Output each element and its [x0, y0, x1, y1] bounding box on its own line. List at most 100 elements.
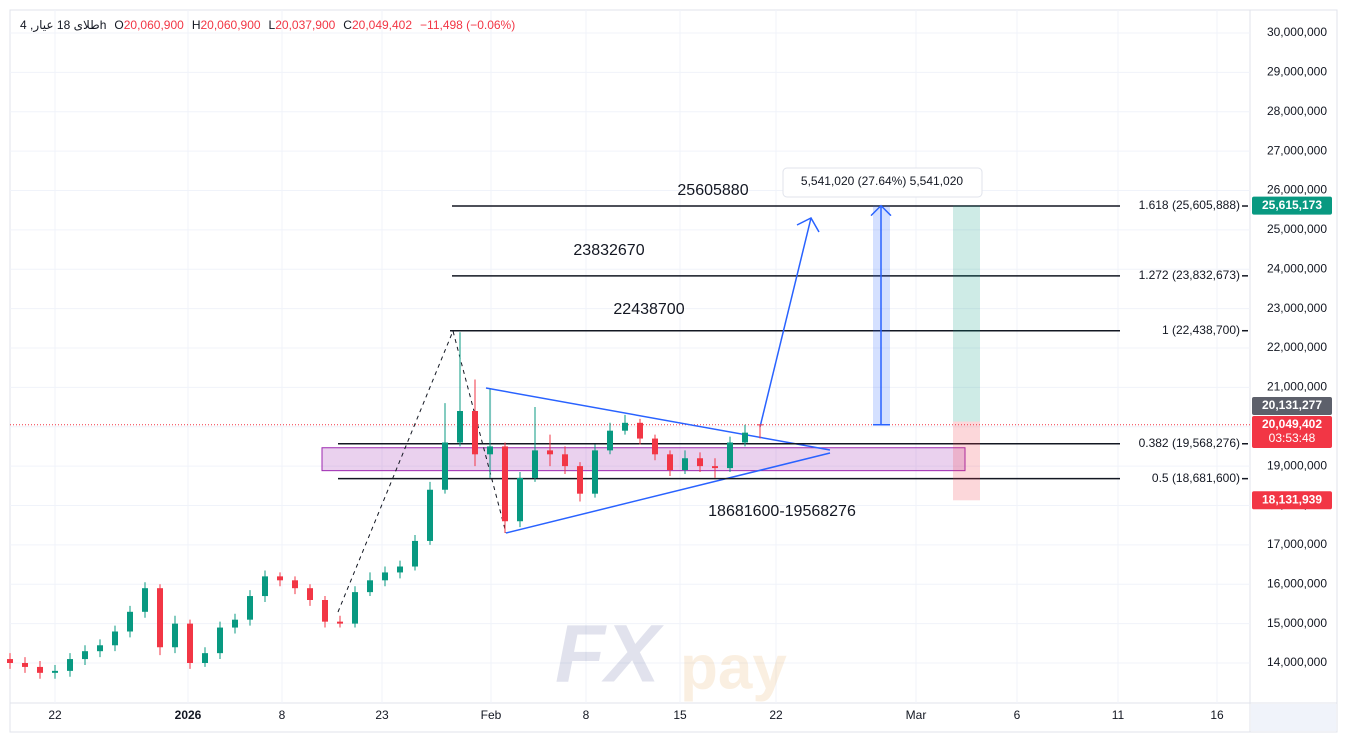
measure-label: 5,541,020 (27.64%) 5,541,020: [801, 174, 963, 188]
candle-body: [562, 454, 568, 467]
candle-body: [307, 588, 313, 600]
candle-body: [187, 623, 193, 663]
price-tag-label: 20,131,277: [1262, 398, 1322, 412]
annotation: 22438700: [613, 301, 684, 318]
watermark-pay: pay: [680, 633, 787, 702]
y-tick-label: 14,000,000: [1267, 655, 1327, 669]
axis-corner: [1251, 704, 1336, 731]
candle-body: [577, 466, 583, 494]
candle-body: [457, 410, 463, 443]
candle-body: [202, 653, 208, 663]
candle-body: [382, 572, 388, 581]
symbol: طلای 18 عیار, 4h: [20, 18, 106, 33]
candle-body: [367, 580, 373, 593]
annotation: 25605880: [677, 182, 748, 199]
ohlc-key: O: [114, 18, 123, 32]
x-tick-label: 15: [673, 708, 687, 722]
candle-body: [112, 631, 118, 646]
price-tag: [1252, 397, 1332, 415]
price-tag: [1252, 491, 1332, 510]
candle-body: [742, 432, 748, 443]
candle-body: [67, 659, 73, 671]
triangle-bottom: [505, 452, 831, 534]
candle-body: [52, 670, 58, 673]
header: طلای 18 عیار, 4h O 20,060,900 H 20,060,900 L 2…: [20, 18, 515, 33]
ohlc-key: C: [343, 18, 352, 32]
ohlc-value: 20,037,900: [275, 18, 335, 32]
candle-body: [397, 566, 403, 573]
fib-label: 0.382 (19,568,276): [1139, 436, 1240, 450]
candle-body: [412, 540, 418, 567]
candle-body: [427, 489, 433, 541]
price-tag: [1252, 196, 1332, 215]
candle-body: [247, 596, 253, 620]
frame: [9, 9, 1338, 733]
candle-body: [472, 410, 478, 455]
measure-box: [782, 167, 983, 198]
y-tick-label: 25,000,000: [1267, 222, 1327, 236]
candle-body: [22, 662, 28, 667]
y-tick-label: 22,000,000: [1267, 340, 1327, 354]
candle-body: [487, 446, 493, 455]
triangle-top: [485, 387, 831, 451]
y-tick-label: 23,000,000: [1267, 301, 1327, 315]
y-tick-label: 30,000,000: [1267, 25, 1327, 39]
x-tick-label: 11: [1112, 708, 1125, 722]
y-tick-label: 21,000,000: [1267, 380, 1327, 394]
candle-body: [7, 659, 13, 663]
zone: [321, 447, 966, 472]
fib-label: 1.272 (23,832,673): [1139, 268, 1240, 282]
fib-label: 1 (22,438,700): [1162, 323, 1240, 337]
x-tick-label: 8: [279, 708, 286, 722]
candle-body: [337, 621, 343, 624]
price-tag-label: 20,049,402: [1262, 417, 1322, 431]
candle-body: [592, 450, 598, 494]
fib-label: 0.5 (18,681,600): [1152, 471, 1240, 485]
price-tag-label: 25,615,173: [1262, 198, 1322, 212]
candle-body: [607, 430, 613, 451]
candle-body: [682, 458, 688, 471]
y-tick-label: 15,000,000: [1267, 616, 1327, 630]
x-tick-label: 8: [583, 708, 590, 722]
candle-body: [547, 450, 553, 455]
candle-body: [442, 442, 448, 490]
x-tick-label: 22: [48, 708, 62, 722]
watermark: FX pay: [555, 609, 787, 703]
ohlc-value: 20,049,402: [352, 18, 412, 32]
candle-body: [757, 424, 763, 426]
candle-body: [172, 623, 178, 648]
x-tick-label: 2026: [175, 708, 202, 722]
ohlc-value: 20,060,900: [200, 18, 260, 32]
candle-body: [712, 466, 718, 469]
candle-body: [322, 599, 328, 622]
projection-head: [796, 217, 820, 233]
candle-body: [292, 580, 298, 589]
x-tick-label: 16: [1210, 708, 1224, 722]
y-tick-label: 27,000,000: [1267, 143, 1327, 157]
y-tick-label: 17,000,000: [1267, 537, 1327, 551]
ohlc-key: L: [269, 18, 276, 32]
y-tick-label: 26,000,000: [1267, 183, 1327, 197]
countdown: 03:53:48: [1269, 431, 1316, 445]
x-tick-label: 6: [1014, 708, 1021, 722]
x-tick-label: Mar: [906, 708, 927, 722]
x-tick-label: 23: [375, 708, 389, 722]
y-tick-label: 19,000,000: [1267, 458, 1327, 472]
measure-head: [870, 204, 892, 217]
target-zone: [953, 205, 980, 422]
x-tick-label: 22: [769, 708, 783, 722]
ohlc-key: H: [192, 18, 201, 32]
projection-arrow: [759, 217, 812, 428]
stop-zone: [953, 421, 980, 501]
candle-body: [502, 446, 508, 522]
candle-body: [97, 645, 103, 652]
x-tick-label: Feb: [481, 708, 502, 722]
change: −11,498 (−0.06%): [420, 18, 515, 32]
candle-body: [277, 576, 283, 581]
candle-body: [697, 458, 703, 467]
y-tick-label: 16,000,000: [1267, 576, 1327, 590]
annotation: 18681600-19568276: [708, 503, 856, 520]
y-tick-label: 28,000,000: [1267, 104, 1327, 118]
